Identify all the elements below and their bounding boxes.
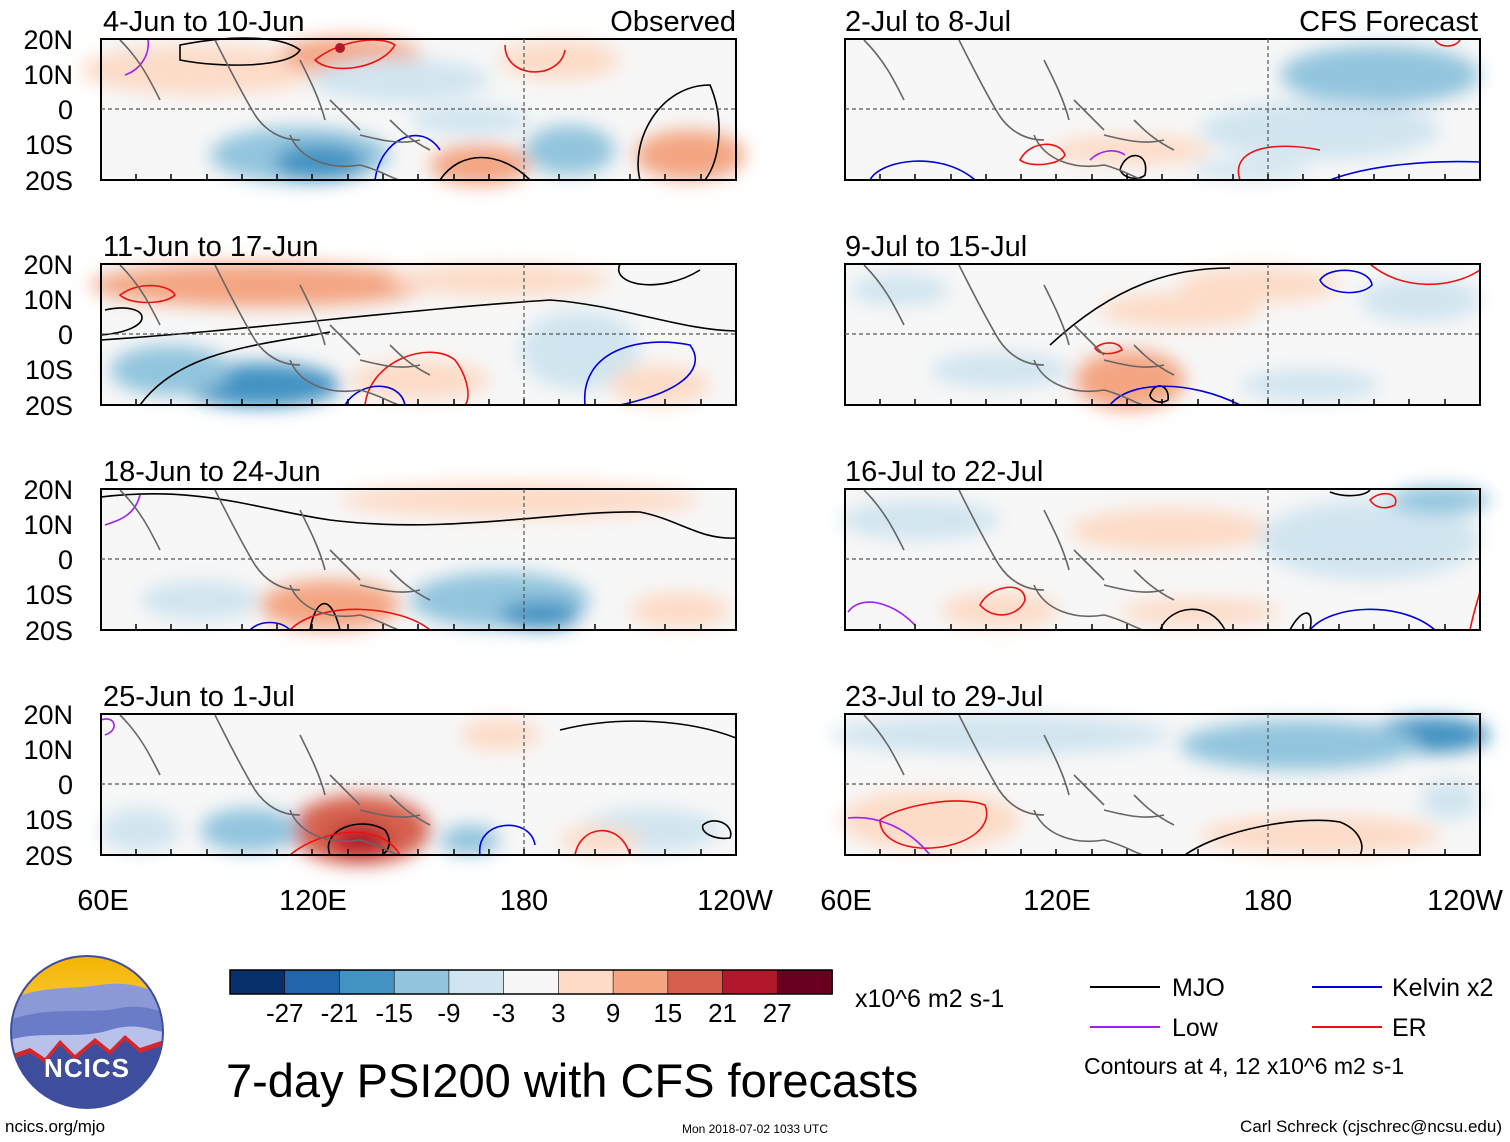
lat-label: 10N [23, 510, 73, 540]
colorbar-units: x10^6 m2 s-1 [855, 985, 1004, 1013]
colorbar-tick-label: -9 [437, 998, 460, 1028]
lon-label: 120W [697, 885, 773, 917]
lat-label: 10S [25, 580, 73, 610]
colorbar-swatch [722, 969, 779, 995]
ncics-logo: NCICS [10, 955, 164, 1109]
column-label-observed: Observed [610, 6, 736, 38]
lat-label: 10N [23, 285, 73, 315]
lon-label: 60E [77, 885, 129, 917]
column-label-forecast: CFS Forecast [1299, 6, 1478, 38]
lat-label: 10S [25, 355, 73, 385]
colorbar-swatch [284, 969, 341, 995]
lat-label: 20N [23, 700, 73, 730]
colorbar-tick-label: 3 [551, 998, 565, 1028]
panel-observed-4 [100, 714, 737, 865]
panel-title-observed-1: 4-Jun to 10-Jun [103, 6, 305, 38]
panel-title-observed-2: 11-Jun to 17-Jun [103, 231, 319, 263]
lat-label: 0 [58, 320, 73, 350]
longitude-axis-labels: 60E 120E 180 120W 60E 120E 180 120W [77, 885, 1503, 917]
contour-legend: MJO Kelvin x2 Low ER Contours at 4, 12 x… [1084, 974, 1493, 1079]
panel-forecast-2 [845, 263, 1481, 410]
reference-lines [101, 39, 1480, 855]
colorbar-tick-label: -27 [266, 998, 304, 1028]
footer-credit: Carl Schreck (cjschrec@ncsu.edu) [1240, 1117, 1502, 1136]
lat-label: 20N [23, 475, 73, 505]
colorbar-tick-label: 27 [763, 998, 792, 1028]
panel-title-observed-3: 18-Jun to 24-Jun [103, 456, 321, 488]
colorbar-tick-label: -15 [375, 998, 413, 1028]
legend-label-kelvin: Kelvin x2 [1392, 974, 1493, 1002]
tick-marks [100, 173, 1481, 856]
lon-label: 60E [820, 885, 872, 917]
colorbar-swatch [776, 969, 833, 995]
lat-label: 10S [25, 805, 73, 835]
lat-label: 20S [25, 391, 73, 421]
lon-label: 120E [279, 885, 347, 917]
footer-url: ncics.org/mjo [5, 1117, 105, 1136]
panel-observed-3 [100, 482, 737, 631]
colorbar-swatch [558, 969, 614, 995]
panel-title-forecast-2: 9-Jul to 15-Jul [845, 231, 1027, 263]
colorbar-swatch [503, 969, 560, 995]
lat-label: 20N [23, 25, 73, 55]
colorbar-swatch [393, 969, 450, 995]
colorbar: -27 -21 -15 -9 -3 3 9 15 21 27 x10^6 m2 s-1 [229, 969, 1004, 1028]
lat-label: 0 [58, 95, 73, 125]
colorbar-tick-label: 15 [653, 998, 682, 1028]
lat-label: 10S [25, 130, 73, 160]
lon-label: 120E [1023, 885, 1091, 917]
legend-label-mjo: MJO [1172, 974, 1225, 1002]
lat-label: 0 [58, 545, 73, 575]
lat-label: 10N [23, 60, 73, 90]
contour-note: Contours at 4, 12 x10^6 m2 s-1 [1084, 1053, 1404, 1079]
colorbar-swatch [339, 969, 395, 995]
panel-forecast-3 [840, 486, 1490, 631]
panel-observed-1 [80, 37, 745, 185]
lat-label: 0 [58, 770, 73, 800]
colorbar-swatches [229, 969, 833, 995]
colorbar-tick-label: -3 [492, 998, 515, 1028]
footer-timestamp: Mon 2018-07-02 1033 UTC [682, 1122, 828, 1136]
panel-title-forecast-4: 23-Jul to 29-Jul [845, 681, 1043, 713]
colorbar-tick-label: -21 [321, 998, 359, 1028]
lat-label: 10N [23, 735, 73, 765]
lat-label: 20S [25, 616, 73, 646]
colorbar-tick-labels: -27 -21 -15 -9 -3 3 9 15 21 27 [266, 998, 792, 1028]
colorbar-swatch [612, 969, 669, 995]
coastlines [119, 39, 1175, 856]
colorbar-tick-label: 21 [708, 998, 737, 1028]
colorbar-tick-label: 9 [606, 998, 620, 1028]
panel-observed-2 [90, 263, 737, 407]
legend-label-er: ER [1392, 1014, 1427, 1042]
panel-title-observed-4: 25-Jun to 1-Jul [103, 681, 295, 713]
legend-label-low: Low [1172, 1014, 1219, 1042]
lat-label: 20N [23, 250, 73, 280]
lat-label: 20S [25, 841, 73, 871]
latitude-axis-labels: 20N 10N 0 10S 20S 20N 10N 0 10S 20S 20N … [23, 25, 73, 871]
lon-label: 120W [1427, 885, 1503, 917]
lon-label: 180 [500, 885, 548, 917]
product-title: 7-day PSI200 with CFS forecasts [226, 1054, 918, 1107]
panel-title-forecast-3: 16-Jul to 22-Jul [845, 456, 1043, 488]
colorbar-swatch [448, 969, 505, 995]
lat-label: 20S [25, 166, 73, 196]
colorbar-swatch [667, 969, 724, 995]
lon-label: 180 [1244, 885, 1292, 917]
panel-title-forecast-1: 2-Jul to 8-Jul [845, 6, 1011, 38]
logo-text: NCICS [44, 1053, 130, 1083]
colorbar-swatch [229, 969, 286, 995]
